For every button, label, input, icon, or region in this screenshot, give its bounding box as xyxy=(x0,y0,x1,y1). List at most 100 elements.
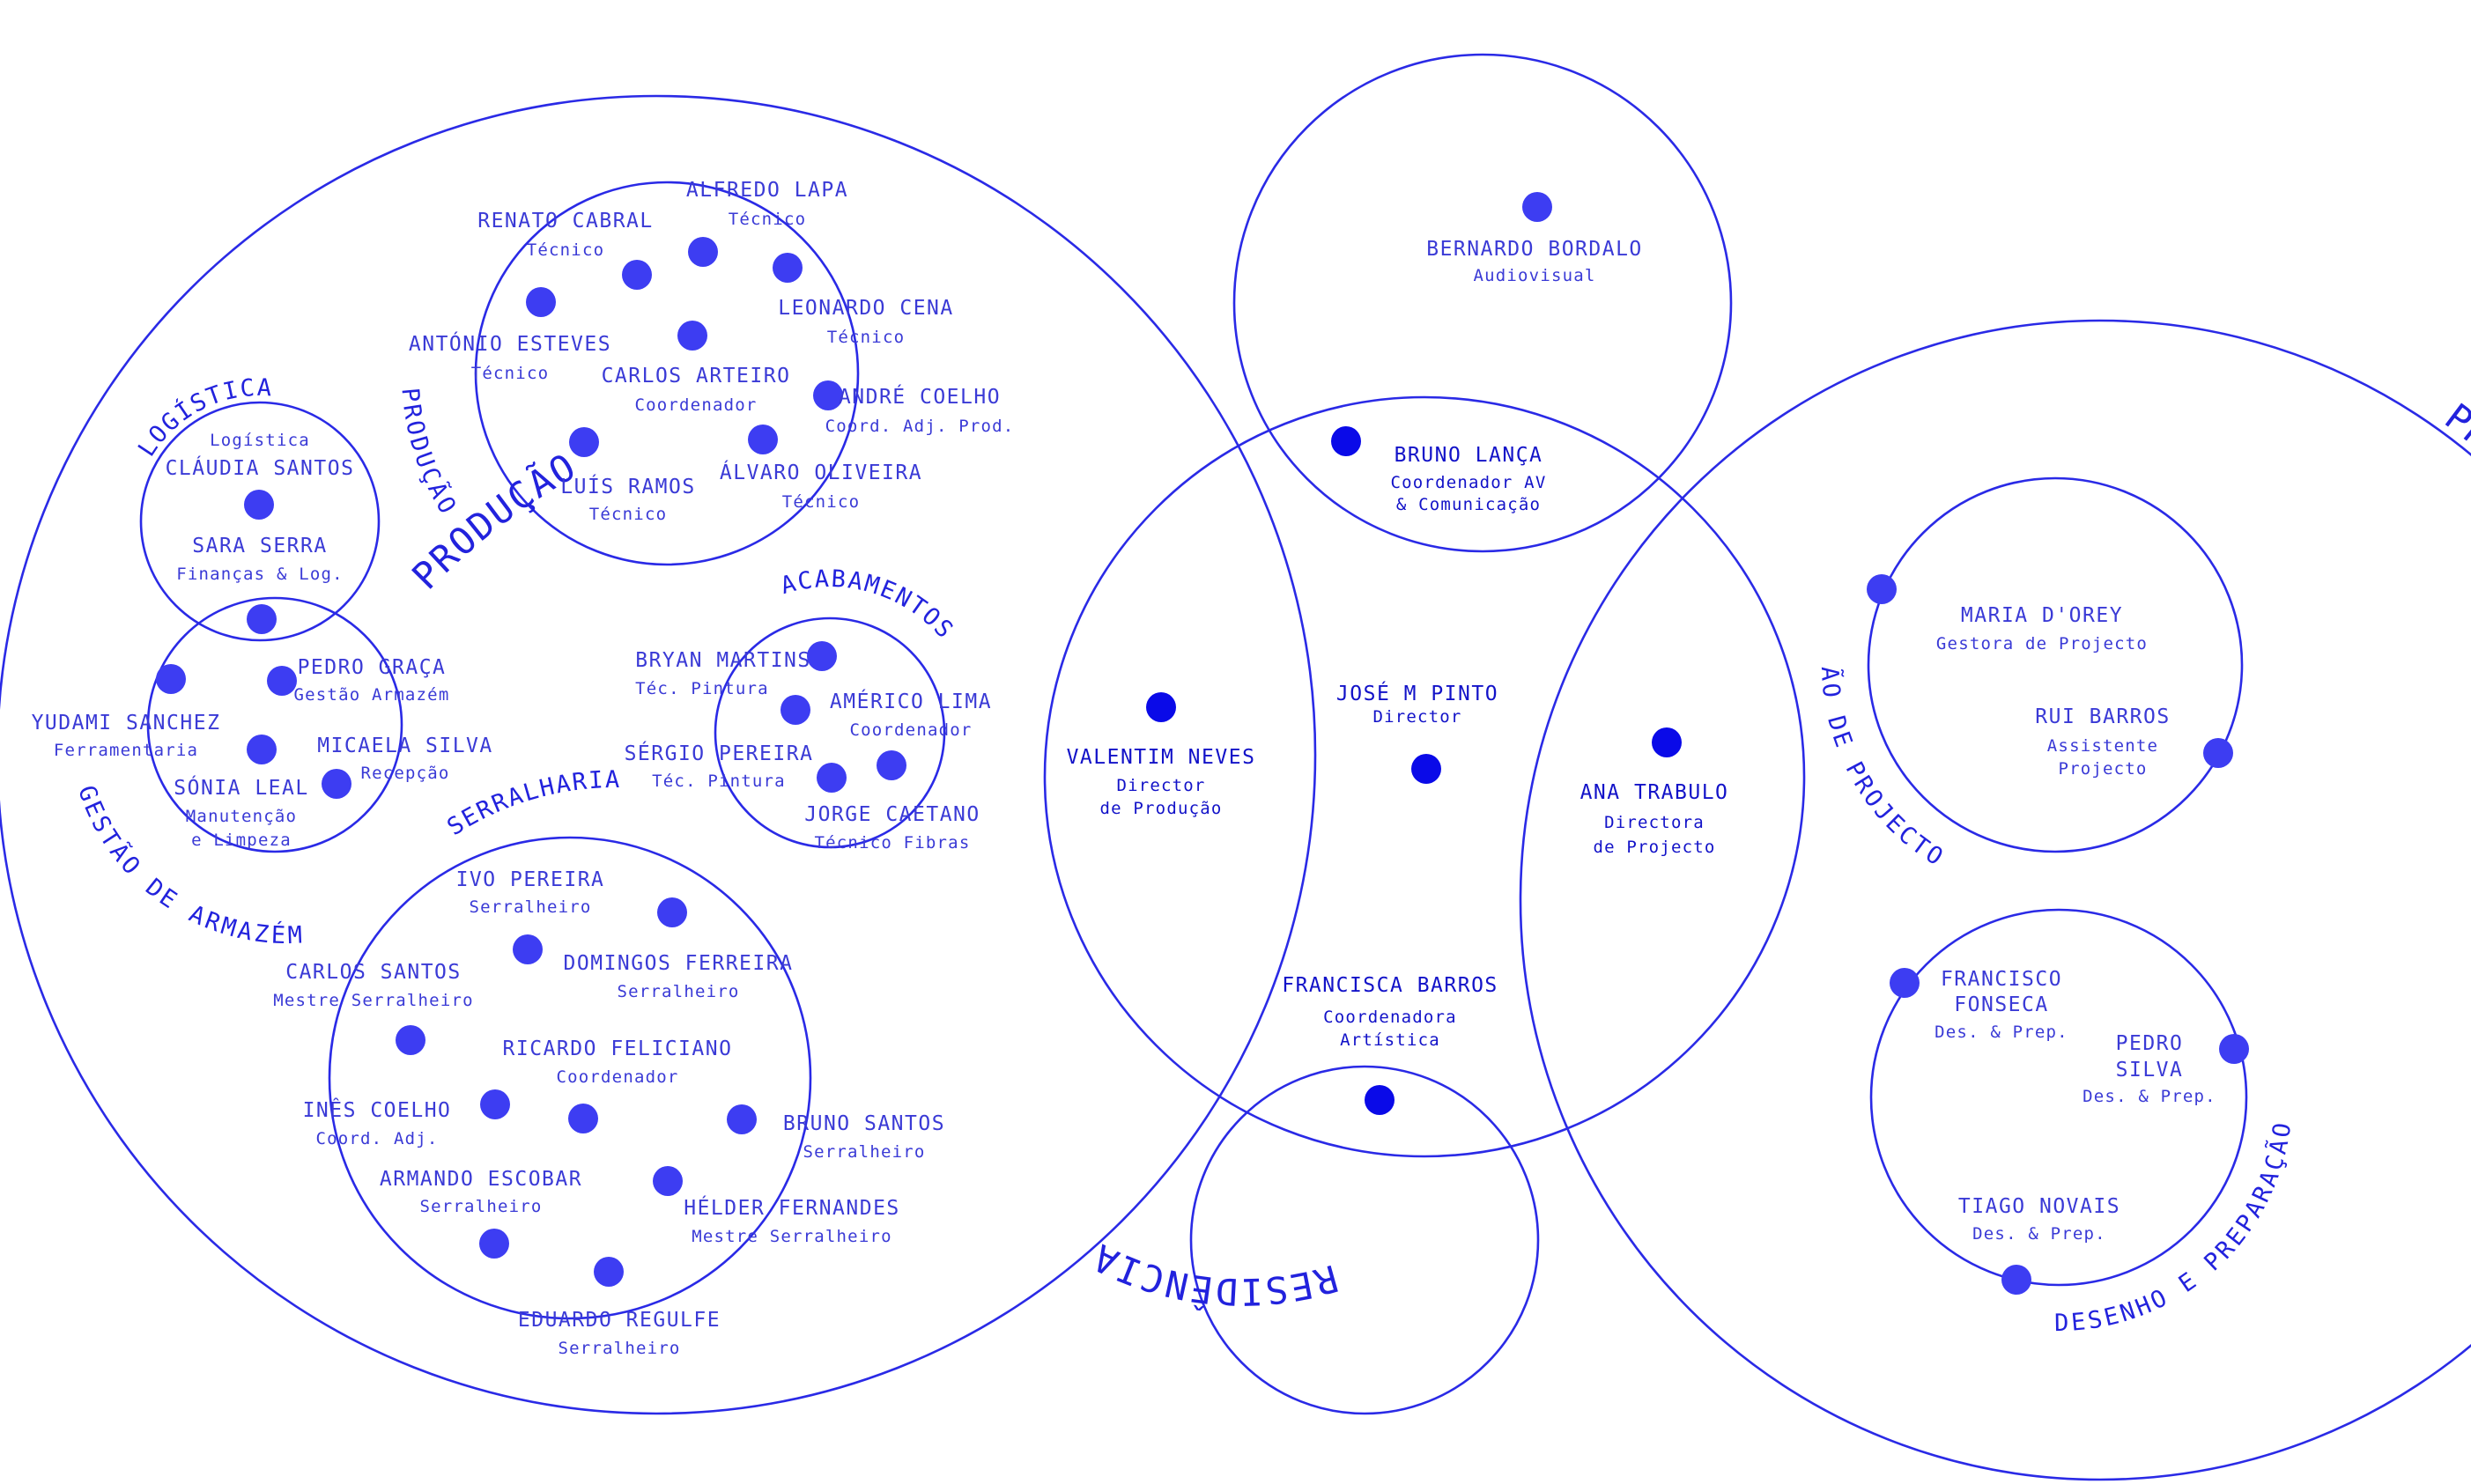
projecto-circle xyxy=(1519,319,2471,1481)
person-name: RICARDO FELICIANO xyxy=(503,1037,733,1060)
person-name: HÉLDER FERNANDES xyxy=(684,1195,900,1220)
person-dot[interactable] xyxy=(677,321,707,351)
person-role: Coordenador xyxy=(849,720,972,740)
person-dot[interactable] xyxy=(2203,738,2233,768)
person-role: Serralheiro xyxy=(803,1142,925,1162)
person-dot[interactable] xyxy=(156,664,186,694)
person-name: ÁLVARO OLIVEIRA xyxy=(720,460,922,484)
person-dot[interactable] xyxy=(247,735,277,764)
person-role: Mestre Serralheiro xyxy=(692,1227,892,1246)
person-name: LEONARDO CENA xyxy=(778,297,954,320)
person-role: Técnico xyxy=(782,492,860,512)
person-name: BERNARDO BORDALO xyxy=(1426,238,1643,261)
person-dot[interactable] xyxy=(1331,426,1361,456)
person-name: JOSÉ M PINTO xyxy=(1336,681,1498,705)
person-dot[interactable] xyxy=(781,695,810,725)
person-dot[interactable] xyxy=(748,425,778,454)
person-name: MARIA D'OREY xyxy=(1961,604,2123,627)
person-dot[interactable] xyxy=(594,1257,624,1287)
person-dot[interactable] xyxy=(513,934,543,964)
person-name: BRUNO LANÇA xyxy=(1395,444,1543,467)
person-dot[interactable] xyxy=(267,666,297,696)
person-role: de Produção xyxy=(1099,799,1222,818)
person-dot[interactable] xyxy=(1890,968,1920,998)
person-name: VALENTIM NEVES xyxy=(1067,746,1256,769)
person-name: TIAGO NOVAIS xyxy=(1958,1195,2120,1218)
person-role: de Projecto xyxy=(1593,838,1715,857)
person-role: Coord. Adj. Prod. xyxy=(825,417,1015,436)
person-dot[interactable] xyxy=(817,763,847,793)
person-role: Coordenadora xyxy=(1323,1008,1457,1027)
person-dot[interactable] xyxy=(2001,1265,2031,1295)
person-dot[interactable] xyxy=(526,287,556,317)
direccao-circle xyxy=(1043,395,1806,1158)
person-dot[interactable] xyxy=(727,1104,757,1134)
person-dot[interactable] xyxy=(322,769,351,799)
person-name: EDUARDO REGULFE xyxy=(518,1309,721,1332)
person-dot[interactable] xyxy=(813,380,843,410)
person-dot[interactable] xyxy=(877,750,906,780)
person-role: Director xyxy=(1116,776,1205,795)
person-name: SÓNIA LEAL xyxy=(174,775,308,800)
person-role: & Comunicação xyxy=(1396,495,1541,514)
person-role: Técnico xyxy=(527,240,604,260)
person-dot[interactable] xyxy=(1146,692,1176,722)
person-name: ANDRÉ COELHO xyxy=(839,384,1001,409)
person-name: BRUNO SANTOS xyxy=(783,1112,945,1135)
person-role: Gestora de Projecto xyxy=(1936,634,2148,653)
person-role: Téc. Pintura xyxy=(635,679,769,698)
person-dot[interactable] xyxy=(622,260,652,290)
person-role: Des. & Prep. xyxy=(2083,1087,2216,1106)
logistica-circle xyxy=(139,401,381,642)
person-name: RENATO CABRAL xyxy=(477,210,654,233)
person-dot[interactable] xyxy=(244,490,274,520)
person-name: LUÍS RAMOS xyxy=(560,474,695,498)
person-dot[interactable] xyxy=(247,604,277,634)
person-name: CARLOS ARTEIRO xyxy=(602,365,791,388)
person-dot[interactable] xyxy=(1522,192,1552,222)
group-title-acabamentos: ACABAMENTOS xyxy=(778,565,959,645)
person-dot[interactable] xyxy=(1867,574,1897,604)
person-role: Serralheiro xyxy=(469,897,591,917)
person-dot[interactable] xyxy=(657,897,687,927)
person-name: SÉRGIO PEREIRA xyxy=(625,741,814,765)
person-dot[interactable] xyxy=(2219,1034,2249,1064)
person-dot[interactable] xyxy=(569,427,599,457)
person-role: Mestre Serralheiro xyxy=(273,991,474,1010)
group-title-projecto: PROJECTO xyxy=(2438,395,2471,563)
person-name: FRANCISCO xyxy=(1941,968,2062,991)
desenho-circle xyxy=(1869,908,2248,1287)
person-dot[interactable] xyxy=(568,1104,598,1133)
person-name: ANA TRABULO xyxy=(1580,781,1729,804)
person-name: MICAELA SILVA xyxy=(317,735,493,757)
person-name: PEDRO GRAÇA xyxy=(298,656,447,679)
person-dot[interactable] xyxy=(1365,1085,1395,1115)
person-name: JORGE CAETANO xyxy=(804,803,980,826)
person-dot[interactable] xyxy=(688,237,718,267)
producao-circle xyxy=(0,94,1317,1415)
person-name: ALFREDO LAPA xyxy=(686,179,848,202)
person-role: Audiovisual xyxy=(1473,266,1595,285)
person-name: YUDAMI SANCHEZ xyxy=(32,712,221,735)
person-dot[interactable] xyxy=(773,253,803,283)
person-role: Artística xyxy=(1340,1030,1440,1050)
person-dot[interactable] xyxy=(480,1089,510,1119)
audiovisual-circle xyxy=(1232,53,1733,553)
person-dot[interactable] xyxy=(396,1025,425,1055)
person-role: Des. & Prep. xyxy=(1972,1224,2106,1244)
person-dot[interactable] xyxy=(1652,727,1682,757)
person-role: Serralheiro xyxy=(617,982,739,1001)
person-role: Técnico xyxy=(729,210,806,229)
person-role: Serralheiro xyxy=(419,1197,542,1216)
person-dot[interactable] xyxy=(653,1166,683,1196)
person-name: INÊS COELHO xyxy=(303,1097,452,1122)
person-dot[interactable] xyxy=(479,1229,509,1259)
person-dot[interactable] xyxy=(807,641,837,671)
person-name: CLÁUDIA SANTOS xyxy=(166,455,355,480)
person-dot[interactable] xyxy=(1411,754,1441,784)
person-name: DOMINGOS FERREIRA xyxy=(564,952,794,975)
serralharia-circle xyxy=(328,836,812,1320)
person-role: Des. & Prep. xyxy=(1935,1023,2068,1042)
person-name: SARA SERRA xyxy=(192,535,327,557)
